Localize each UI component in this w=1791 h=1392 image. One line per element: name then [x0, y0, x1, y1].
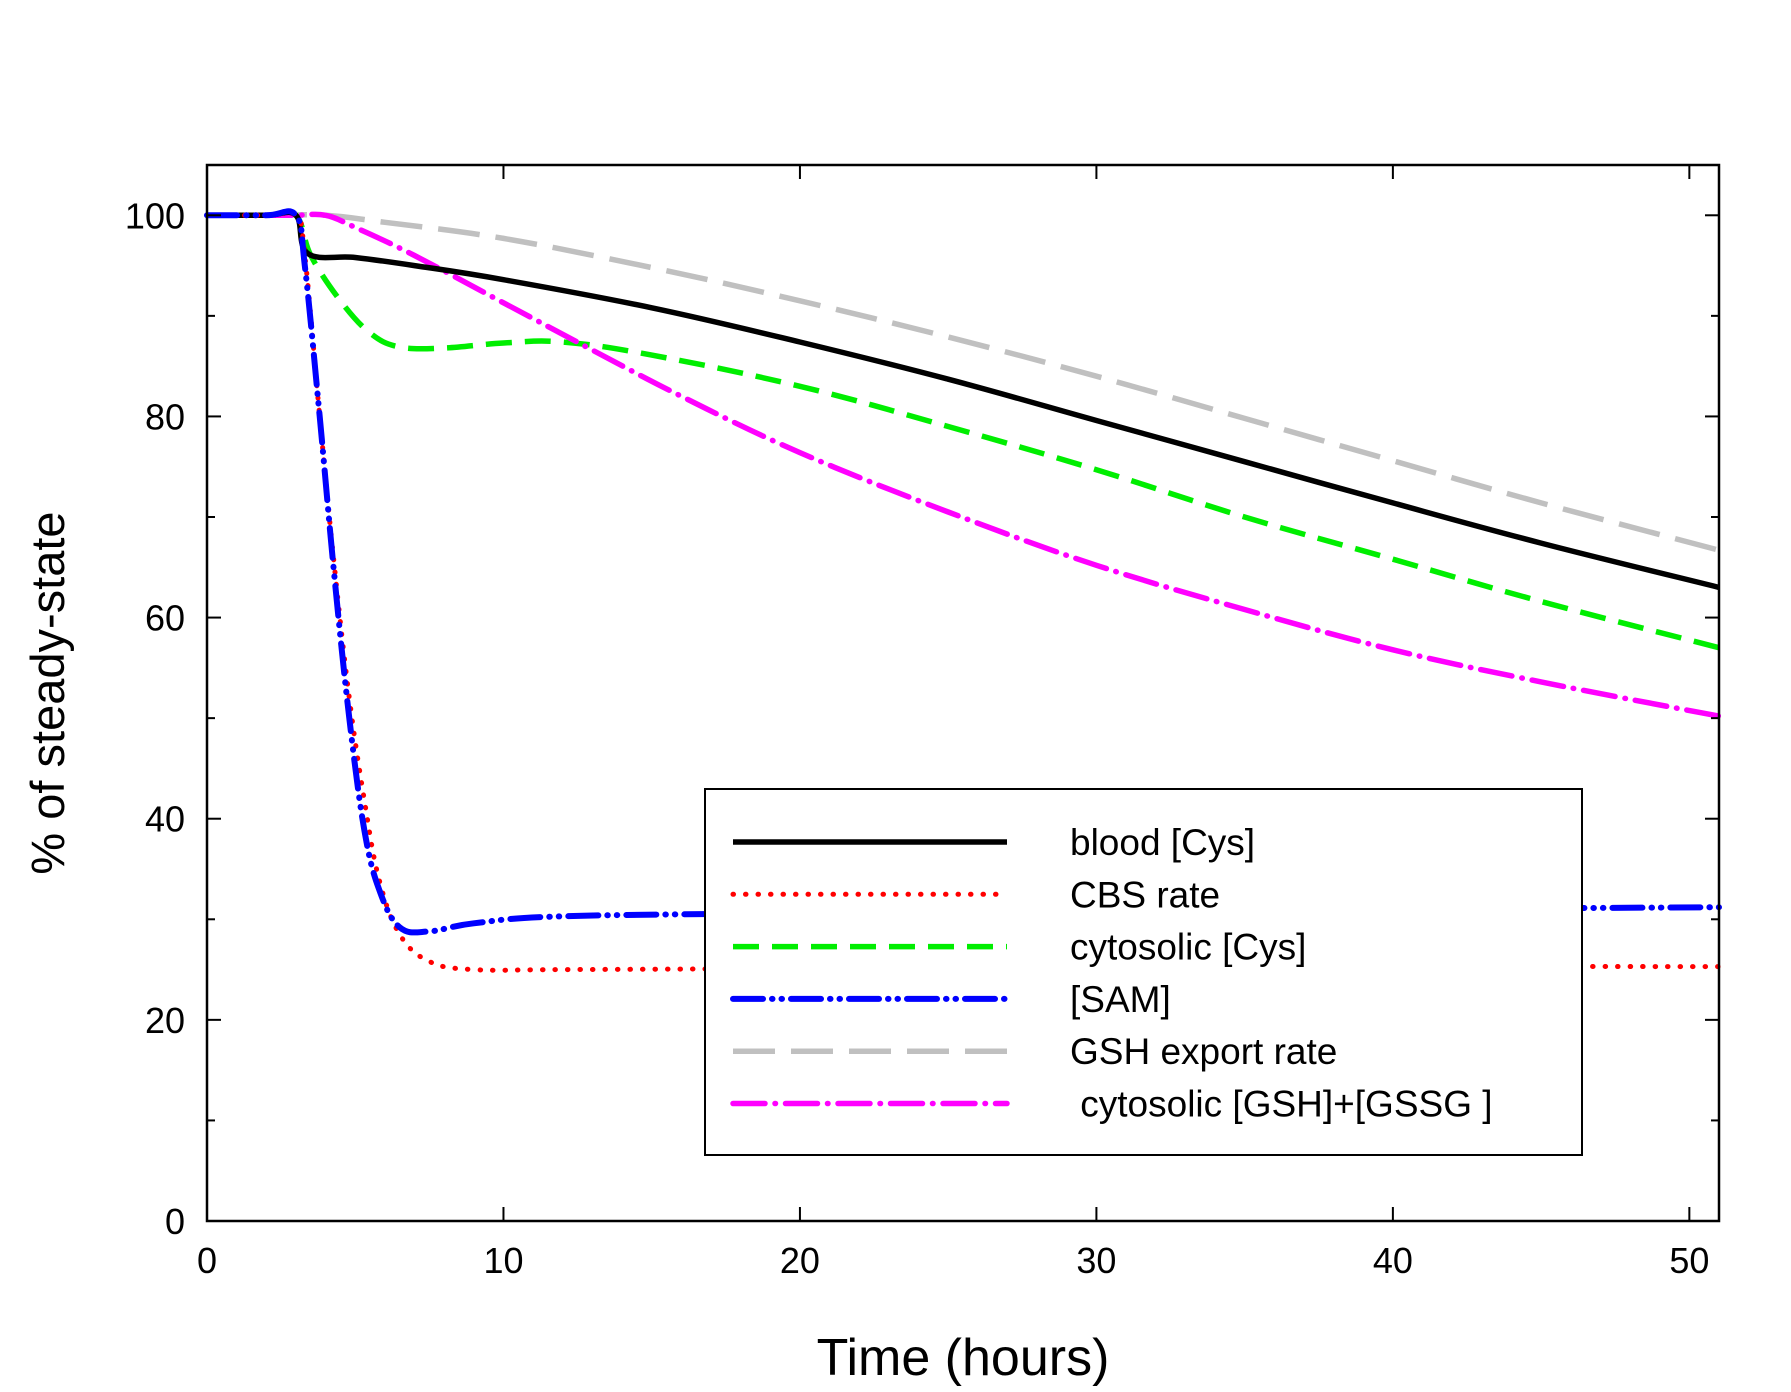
x-tick-label-40: 40 — [1373, 1240, 1413, 1281]
series-line-gsh-export-rate — [206, 211, 1720, 553]
legend: blood [Cys] CBS rate cytosolic [Cys] [SAM] G… — [704, 788, 1583, 1156]
y-tick-label-40: 40 — [145, 799, 185, 840]
series-line-cytosolic-cys — [206, 209, 1720, 651]
legend-label-sam: [SAM] — [1070, 979, 1171, 1020]
legend-box — [704, 788, 1583, 1156]
legend-label-blood-cys: blood [Cys] — [1070, 822, 1255, 863]
y-tick-label-60: 60 — [145, 598, 185, 639]
legend-label-cytosolic-cys: cytosolic [Cys] — [1070, 927, 1306, 968]
legend-label-cytosolic-gsh-gssg: cytosolic [GSH]+[GSSG ] — [1070, 1084, 1493, 1125]
x-tick-label-50: 50 — [1669, 1240, 1709, 1281]
legend-items: blood [Cys] CBS rate cytosolic [Cys] [SAM] G… — [730, 822, 1493, 1125]
axis-tick-labels: 0 10 20 30 40 50 0 20 40 60 80 100 — [125, 195, 1709, 1281]
y-tick-label-0: 0 — [165, 1201, 185, 1242]
x-tick-label-0: 0 — [197, 1240, 217, 1281]
y-tick-label-20: 20 — [145, 1000, 185, 1041]
y-tick-label-100: 100 — [125, 195, 185, 236]
series-line-blood-cys — [206, 209, 1720, 591]
y-axis-title: % of steady-state — [21, 511, 74, 874]
plot-frame — [205, 163, 1721, 1223]
x-tick-label-10: 10 — [483, 1240, 523, 1281]
y-tick-label-80: 80 — [145, 396, 185, 437]
x-axis-title: Time (hours) — [817, 1329, 1110, 1387]
x-tick-label-20: 20 — [780, 1240, 820, 1281]
x-tick-label-30: 30 — [1076, 1240, 1116, 1281]
series-line-cytosolic-gsh-gssg — [204, 211, 1722, 719]
legend-label-gsh-export-rate: GSH export rate — [1070, 1031, 1337, 1072]
axis-ticks — [206, 165, 1719, 1222]
legend-label-cbs-rate: CBS rate — [1070, 874, 1220, 915]
